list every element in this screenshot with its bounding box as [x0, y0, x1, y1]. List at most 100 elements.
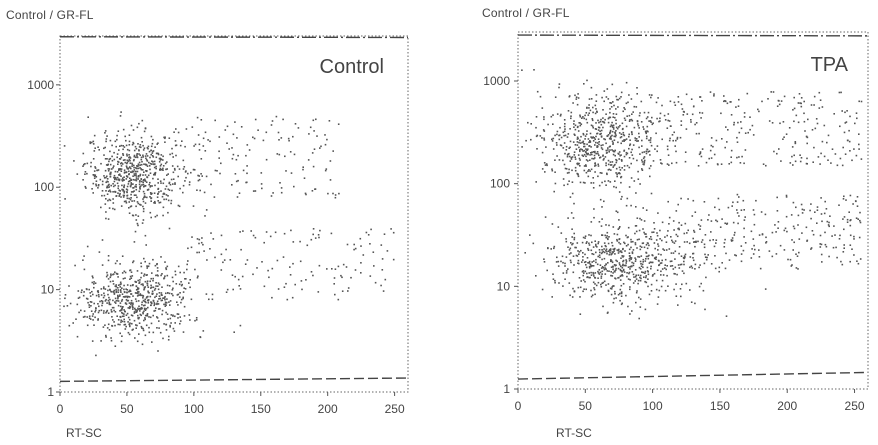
data-point [599, 172, 602, 174]
data-point [654, 247, 656, 250]
data-point [132, 260, 135, 262]
data-point [77, 290, 80, 292]
data-point [609, 161, 612, 163]
data-point [362, 254, 365, 256]
data-point [640, 255, 643, 257]
data-point [652, 274, 654, 276]
data-point [694, 263, 697, 266]
data-point [97, 184, 100, 186]
data-point [94, 166, 96, 168]
data-point [569, 247, 572, 250]
data-point [645, 255, 648, 258]
data-point [619, 269, 622, 272]
data-point [583, 261, 586, 264]
data-point [614, 135, 617, 138]
data-point [541, 137, 543, 139]
data-point [703, 201, 706, 203]
data-point [106, 158, 108, 160]
data-point [574, 156, 576, 158]
data-point [132, 191, 134, 193]
data-point [126, 159, 129, 162]
data-point [123, 186, 125, 189]
data-point [330, 232, 333, 235]
data-point [623, 165, 626, 167]
data-point [106, 271, 108, 274]
data-point [608, 253, 611, 256]
data-point [743, 116, 746, 118]
data-point [158, 201, 161, 204]
data-point [75, 318, 77, 320]
data-point [583, 145, 585, 148]
data-point [691, 215, 694, 217]
data-point [263, 241, 265, 244]
y-tick-label: 1000 [483, 74, 510, 88]
data-point [785, 196, 788, 198]
data-point [98, 251, 101, 253]
data-point [631, 261, 633, 264]
data-point [115, 300, 118, 302]
data-point [585, 133, 588, 135]
data-point [254, 236, 257, 239]
data-point [171, 189, 173, 192]
data-point [138, 153, 140, 155]
data-point [119, 263, 121, 265]
data-point [163, 178, 165, 181]
x-tick-label: 50 [120, 402, 134, 416]
data-point [158, 292, 161, 294]
data-point [849, 150, 851, 152]
data-point [805, 135, 808, 138]
data-point [150, 193, 152, 195]
data-point [794, 142, 797, 145]
data-point [107, 168, 110, 170]
data-point [190, 298, 193, 301]
data-point [246, 144, 249, 146]
data-point [778, 103, 781, 106]
data-point [569, 294, 571, 297]
data-point [636, 87, 638, 89]
data-point [539, 135, 542, 137]
data-point [577, 125, 579, 128]
data-point [252, 273, 254, 276]
data-point [741, 155, 743, 158]
data-point [694, 123, 696, 126]
data-point [156, 316, 158, 318]
data-point [89, 295, 92, 297]
data-point [324, 143, 327, 146]
data-point [360, 245, 362, 247]
data-point [119, 309, 122, 312]
data-point [621, 302, 623, 305]
data-point [607, 121, 610, 124]
data-point [107, 259, 110, 262]
data-point [132, 261, 134, 264]
data-point [657, 243, 659, 245]
data-point [119, 192, 121, 195]
data-point [601, 258, 603, 261]
data-point [92, 276, 94, 279]
data-point [120, 340, 123, 343]
data-point [543, 116, 545, 118]
data-point [669, 260, 672, 263]
data-point [149, 156, 151, 159]
data-point [122, 194, 125, 197]
data-point [151, 160, 153, 162]
data-point [189, 279, 191, 281]
data-point [755, 199, 757, 202]
data-point [144, 234, 147, 237]
data-point [614, 116, 616, 119]
data-point [142, 294, 144, 297]
data-point [169, 304, 171, 306]
data-point [600, 275, 603, 278]
data-point [204, 215, 206, 217]
data-point [622, 283, 625, 285]
data-point [154, 163, 156, 165]
data-point [775, 253, 778, 255]
data-point [553, 245, 556, 248]
data-point [211, 293, 214, 296]
data-point [319, 147, 321, 149]
data-point [624, 119, 627, 121]
data-point [185, 176, 187, 179]
data-point [128, 324, 131, 326]
data-point [250, 230, 252, 232]
data-point [579, 114, 581, 117]
data-point [256, 267, 258, 269]
